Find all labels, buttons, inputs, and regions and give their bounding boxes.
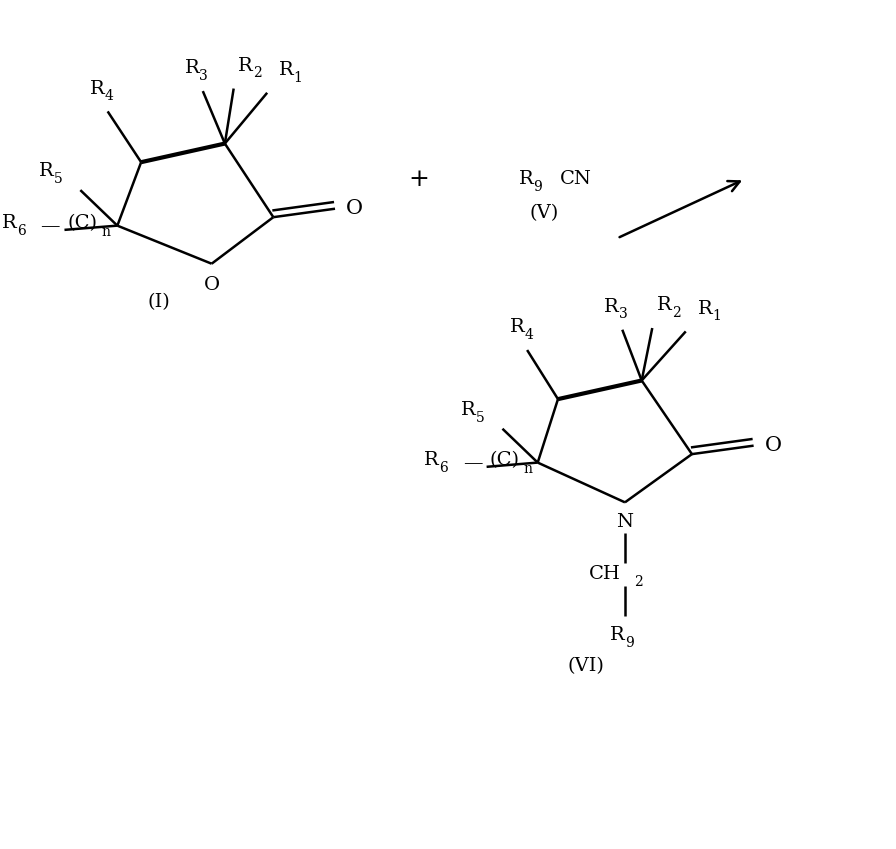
Text: 1: 1 xyxy=(294,70,303,85)
Text: 2: 2 xyxy=(633,575,642,589)
Text: N: N xyxy=(616,513,633,531)
Text: R: R xyxy=(238,57,253,75)
Text: R: R xyxy=(2,214,17,232)
Text: CN: CN xyxy=(560,170,591,188)
Text: R: R xyxy=(279,61,294,79)
Text: +: + xyxy=(409,167,429,190)
Text: R: R xyxy=(39,162,54,181)
Text: (C): (C) xyxy=(489,451,519,469)
Text: O: O xyxy=(764,436,781,455)
Text: R: R xyxy=(510,318,524,336)
Text: R: R xyxy=(461,401,476,419)
Text: R: R xyxy=(519,170,533,188)
Text: 5: 5 xyxy=(54,172,63,186)
Text: R: R xyxy=(697,300,712,318)
Text: 4: 4 xyxy=(105,89,114,104)
Text: R: R xyxy=(610,627,625,644)
Text: CH: CH xyxy=(589,565,621,583)
Text: R: R xyxy=(424,451,439,469)
Text: (I): (I) xyxy=(148,293,170,311)
Text: —: — xyxy=(40,216,60,234)
Text: O: O xyxy=(203,276,220,294)
Text: R: R xyxy=(185,59,199,77)
Text: 3: 3 xyxy=(199,69,208,83)
Text: R: R xyxy=(604,298,619,316)
Text: n: n xyxy=(523,462,532,475)
Text: 9: 9 xyxy=(533,180,542,194)
Text: 5: 5 xyxy=(476,411,485,424)
Text: 2: 2 xyxy=(253,66,262,81)
Text: 4: 4 xyxy=(524,328,533,342)
Text: n: n xyxy=(101,225,110,239)
Text: 9: 9 xyxy=(625,636,633,649)
Text: R: R xyxy=(90,80,105,98)
Text: O: O xyxy=(346,200,363,218)
Text: (VI): (VI) xyxy=(568,656,605,675)
Text: R: R xyxy=(657,296,672,314)
Text: —: — xyxy=(462,453,482,471)
Text: 2: 2 xyxy=(672,306,680,320)
Text: (C): (C) xyxy=(67,214,97,232)
Text: 3: 3 xyxy=(619,307,627,322)
Text: 6: 6 xyxy=(17,224,26,238)
Text: 6: 6 xyxy=(439,461,448,475)
Text: 1: 1 xyxy=(712,309,721,323)
Text: (V): (V) xyxy=(530,204,558,222)
